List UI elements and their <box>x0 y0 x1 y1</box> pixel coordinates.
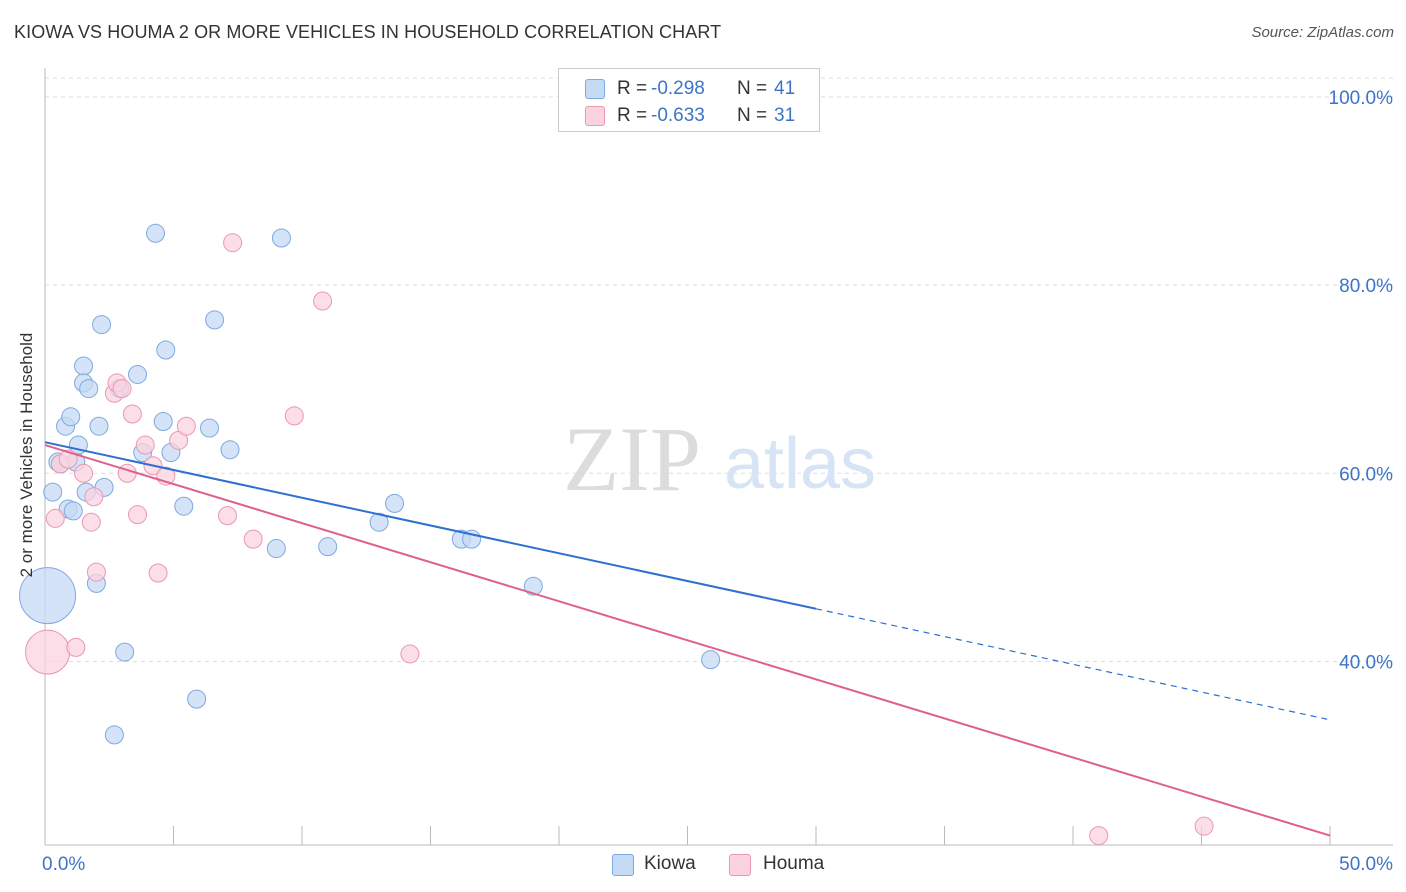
houma-point <box>1089 826 1109 846</box>
y-tick-label: 80.0% <box>1339 276 1393 297</box>
y-axis-label: 2 or more Vehicles in Household <box>17 332 36 578</box>
kiowa-point <box>61 407 81 427</box>
houma-point <box>243 529 263 549</box>
x-tick-label: 50.0% <box>1339 854 1393 875</box>
houma-point <box>25 629 71 675</box>
axes <box>44 68 1393 846</box>
houma-point <box>217 506 237 526</box>
watermark: ZIP atlas <box>563 408 876 510</box>
houma-point <box>81 512 101 532</box>
kiowa-trend-line <box>44 441 817 610</box>
correlation-legend: R = -0.298 N = 41 R = -0.633 N = 31 <box>558 68 820 132</box>
kiowa-point <box>92 315 112 335</box>
legend-n-label: N = <box>737 105 768 126</box>
chart-title: KIOWA VS HOUMA 2 OR MORE VEHICLES IN HOU… <box>14 22 722 42</box>
kiowa-point <box>199 418 219 438</box>
houma-point <box>284 406 304 426</box>
legend-row-kiowa: R = -0.298 N = 41 <box>559 75 819 101</box>
y-tick-label: 40.0% <box>1339 652 1393 673</box>
houma-point <box>313 291 333 311</box>
kiowa-point <box>266 539 286 559</box>
houma-point <box>74 463 94 483</box>
kiowa-point <box>115 642 135 662</box>
kiowa-point <box>318 537 338 557</box>
houma-point <box>84 487 104 507</box>
x-tick-label: 0.0% <box>42 854 85 875</box>
kiowa-point <box>187 689 207 709</box>
watermark-atlas: atlas <box>724 424 876 504</box>
legend-n-label: N = <box>737 78 768 99</box>
kiowa-point <box>104 725 124 745</box>
legend-swatch-kiowa <box>585 79 605 99</box>
chart-source: Source: ZipAtlas.com <box>1251 24 1394 41</box>
kiowa-point <box>89 416 109 436</box>
legend-n-value: 41 <box>774 78 796 99</box>
houma-points <box>25 233 1214 846</box>
houma-point <box>135 435 155 455</box>
legend-r-value: -0.298 <box>651 78 705 99</box>
kiowa-points <box>19 223 721 745</box>
legend-label-kiowa: Kiowa <box>644 853 696 874</box>
legend-swatch-houma <box>729 854 751 876</box>
legend-r-label: R = <box>617 78 648 99</box>
legend-swatch-kiowa <box>612 854 634 876</box>
kiowa-point <box>19 567 77 625</box>
houma-point <box>400 644 420 664</box>
houma-point <box>122 404 142 424</box>
legend-label-houma: Houma <box>763 853 825 874</box>
houma-point <box>112 379 132 399</box>
houma-point <box>128 505 148 525</box>
kiowa-point <box>63 501 83 521</box>
y-tick-label: 100.0% <box>1329 88 1394 109</box>
legend-row-houma: R = -0.633 N = 31 <box>559 102 819 128</box>
houma-point <box>86 562 106 582</box>
legend-r-label: R = <box>617 105 648 126</box>
watermark-zip: ZIP <box>563 408 701 510</box>
houma-point <box>117 463 137 483</box>
houma-trend-line <box>44 444 1331 837</box>
gridlines <box>45 77 1393 662</box>
legend-n-value: 31 <box>774 105 796 126</box>
kiowa-point <box>220 440 240 460</box>
legend-swatch-houma <box>585 106 605 126</box>
tick-labels: 40.0% 60.0% 80.0% 100.0% 0.0% 50.0% <box>42 88 1393 875</box>
kiowa-point <box>156 340 176 360</box>
kiowa-point <box>146 223 166 243</box>
houma-point <box>148 563 168 583</box>
houma-point <box>66 637 86 657</box>
kiowa-point <box>79 379 99 399</box>
kiowa-point <box>205 310 225 330</box>
kiowa-point <box>153 412 173 432</box>
kiowa-point <box>523 576 543 596</box>
trend-lines <box>44 441 1331 837</box>
houma-point <box>58 449 78 469</box>
houma-point <box>45 508 65 528</box>
legend-r-value: -0.633 <box>651 105 705 126</box>
kiowa-point <box>128 364 148 384</box>
kiowa-point <box>271 228 291 248</box>
kiowa-point <box>701 650 721 670</box>
kiowa-point <box>174 496 194 516</box>
houma-point <box>176 416 196 436</box>
kiowa-point <box>369 512 389 532</box>
houma-point <box>1194 816 1214 836</box>
kiowa-point <box>385 493 405 513</box>
kiowa-point <box>74 356 94 376</box>
kiowa-point <box>43 482 63 502</box>
houma-point <box>223 233 243 253</box>
y-tick-label: 60.0% <box>1339 464 1393 485</box>
